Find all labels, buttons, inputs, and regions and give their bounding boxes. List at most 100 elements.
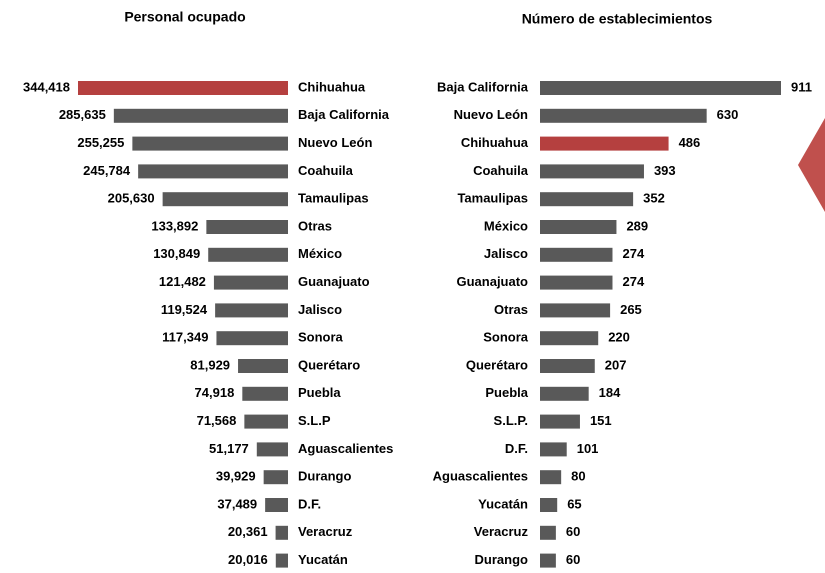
- bar: [540, 331, 599, 346]
- value-label: 71,568: [197, 413, 237, 428]
- category-label: Yucatán: [298, 552, 348, 567]
- category-label: Baja California: [437, 79, 529, 94]
- value-label: 39,929: [216, 469, 256, 484]
- bar: [540, 108, 707, 123]
- bar: [540, 442, 567, 457]
- chart-title: Número de establecimientos: [522, 11, 713, 27]
- bar: [265, 498, 288, 512]
- category-label: México: [484, 218, 528, 233]
- category-label: Aguascalientes: [433, 469, 528, 484]
- value-label: 352: [643, 191, 665, 206]
- value-label: 344,418: [23, 79, 70, 94]
- value-label: 81,929: [190, 357, 230, 372]
- bar: [213, 275, 288, 290]
- value-label: 119,524: [161, 302, 208, 317]
- value-label: 60: [566, 552, 580, 567]
- value-label: 911: [791, 79, 812, 94]
- category-label: D.F.: [298, 496, 321, 511]
- category-label: Durango: [298, 469, 352, 484]
- category-label: Puebla: [298, 385, 341, 400]
- bar: [275, 525, 288, 540]
- category-label: Chihuahua: [461, 135, 529, 150]
- bar: [216, 331, 288, 346]
- bar: [275, 553, 288, 568]
- value-label: 20,361: [228, 524, 268, 539]
- category-label: Guanajuato: [456, 274, 528, 289]
- bar: [540, 414, 580, 429]
- bar: [540, 525, 556, 540]
- category-label: Nuevo León: [298, 135, 372, 150]
- bar: [540, 192, 634, 207]
- bar: [242, 386, 288, 401]
- value-label: 74,918: [195, 385, 235, 400]
- bar: [540, 470, 562, 485]
- category-label: S.L.P.: [494, 413, 528, 428]
- value-label: 486: [679, 135, 701, 150]
- value-label: 184: [599, 385, 621, 400]
- value-label: 101: [577, 441, 599, 456]
- bar: [162, 192, 288, 207]
- value-label: 205,630: [108, 191, 155, 206]
- bar: [263, 470, 288, 485]
- bar: [132, 136, 288, 151]
- bar: [540, 386, 589, 401]
- category-label: Sonora: [483, 330, 529, 345]
- category-label: Chihuahua: [298, 79, 366, 94]
- bar: [540, 275, 613, 290]
- value-label: 80: [571, 469, 585, 484]
- category-label: Querétaro: [466, 357, 528, 372]
- bar: [138, 164, 288, 179]
- category-label: Puebla: [485, 385, 528, 400]
- value-label: 207: [605, 357, 627, 372]
- category-label: Guanajuato: [298, 274, 370, 289]
- value-label: 245,784: [83, 163, 131, 178]
- value-label: 37,489: [217, 496, 257, 511]
- bar: [540, 553, 556, 568]
- bar: [540, 220, 617, 234]
- category-label: D.F.: [505, 441, 528, 456]
- decoration: [798, 118, 825, 212]
- value-label: 274: [622, 246, 644, 261]
- bar: [215, 303, 288, 318]
- category-label: Tamaulipas: [298, 191, 369, 206]
- bar: [540, 359, 595, 373]
- bar: [540, 81, 781, 95]
- bar: [540, 303, 611, 318]
- bar: [256, 442, 288, 457]
- value-label: 630: [717, 107, 739, 122]
- category-label: Yucatán: [478, 496, 528, 511]
- value-label: 220: [608, 330, 630, 345]
- value-label: 133,892: [151, 218, 198, 233]
- category-label: Aguascalientes: [298, 441, 393, 456]
- value-label: 151: [590, 413, 612, 428]
- bar: [540, 136, 669, 151]
- category-label: S.L.P: [298, 413, 331, 428]
- category-label: Sonora: [298, 330, 344, 345]
- value-label: 393: [654, 163, 676, 178]
- bar: [78, 81, 288, 95]
- category-label: Veracruz: [474, 524, 529, 539]
- category-label: Jalisco: [298, 302, 342, 317]
- category-label: Otras: [298, 218, 332, 233]
- category-label: Jalisco: [484, 246, 528, 261]
- value-label: 130,849: [153, 246, 200, 261]
- category-label: Veracruz: [298, 524, 353, 539]
- category-label: Otras: [494, 302, 528, 317]
- category-label: Coahuila: [298, 163, 354, 178]
- value-label: 121,482: [159, 274, 206, 289]
- value-label: 51,177: [209, 441, 249, 456]
- value-label: 255,255: [77, 135, 124, 150]
- chart-title: Personal ocupado: [124, 9, 245, 25]
- category-label: México: [298, 246, 342, 261]
- category-label: Nuevo León: [454, 107, 528, 122]
- bar: [540, 164, 644, 179]
- bar: [244, 414, 288, 429]
- category-label: Baja California: [298, 107, 390, 122]
- category-label: Durango: [475, 552, 529, 567]
- value-label: 117,349: [162, 330, 208, 345]
- value-label: 274: [622, 274, 644, 289]
- category-label: Querétaro: [298, 357, 360, 372]
- bar: [113, 108, 288, 123]
- bar: [540, 247, 613, 262]
